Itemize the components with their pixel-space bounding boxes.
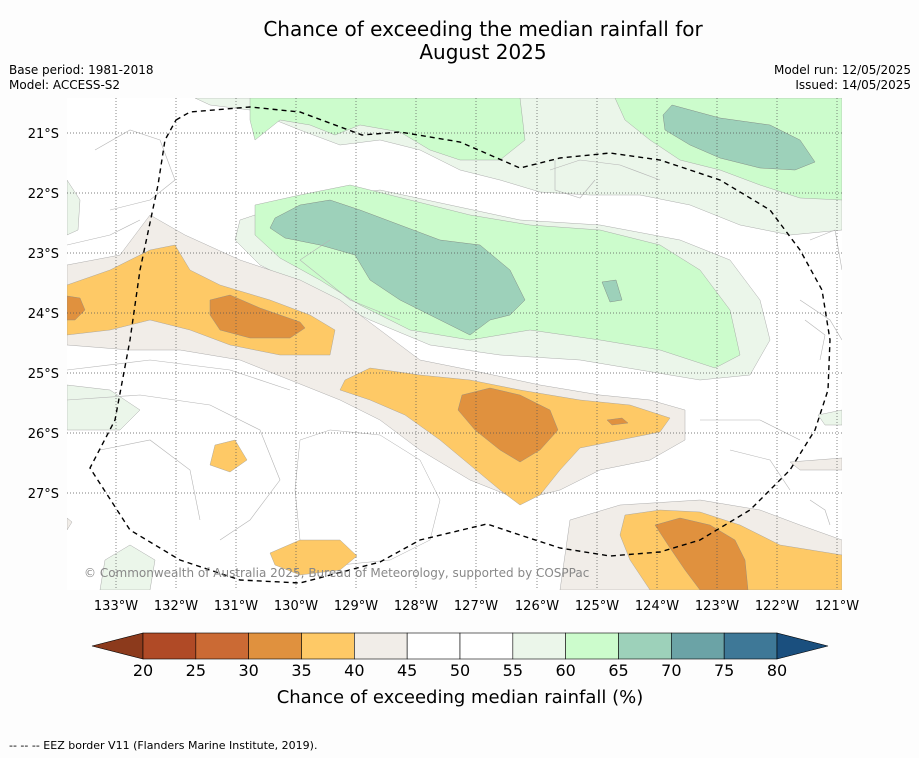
rain-region-55-west-top: [67, 179, 81, 236]
colorbar-label: Chance of exceeding median rainfall (%): [277, 687, 644, 708]
map-area: © Commonwealth of Australia 2025, Bureau…: [67, 98, 842, 590]
meta-left: Base period: 1981-2018 Model: ACCESS-S2: [9, 63, 154, 93]
colorbar-segment: [142, 632, 197, 660]
rain-region-30-west-edge: [67, 295, 86, 321]
lon-label: 128°W: [394, 599, 438, 614]
rain-region-55-southwest: [99, 544, 156, 590]
rain-region-30-west: [209, 294, 306, 339]
rain-region-55-east: [817, 409, 842, 426]
latitude-gridlines: [67, 132, 842, 494]
colorbar-over-arrow: [776, 632, 829, 660]
lat-label: 27°S: [28, 487, 59, 502]
colorbar-under-arrow: [91, 632, 144, 660]
lon-label: 121°W: [815, 599, 859, 614]
rain-region-45-island: [294, 429, 441, 566]
colorbar-segment: [354, 632, 408, 660]
colorbar-tick-label: 60: [555, 661, 575, 680]
colorbar-tick-label: 65: [608, 661, 628, 680]
colorbar-tick-label: 80: [767, 661, 787, 680]
rain-region-60-north: [249, 98, 526, 161]
colorbar-segment: [195, 632, 249, 660]
colorbar-tick-label: 25: [186, 661, 206, 680]
lat-label: 21°S: [28, 127, 59, 142]
lon-label: 124°W: [635, 599, 679, 614]
issued-date: Issued: 14/05/2025: [795, 78, 911, 92]
rain-region-30-center: [457, 387, 559, 463]
colorbar-segment: [512, 632, 566, 660]
colorbar-segment: [459, 632, 514, 660]
rain-region-35-small-west: [209, 439, 248, 473]
lon-label: 129°W: [334, 599, 378, 614]
colorbar-tick-label: 70: [661, 661, 681, 680]
longitude-gridlines: [115, 98, 838, 590]
lon-label: 126°W: [515, 599, 559, 614]
lat-label: 26°S: [28, 427, 59, 442]
longitude-labels: 133°W 132°W 131°W 130°W 129°W 128°W 127°…: [94, 599, 859, 614]
colorbar-tick-label: 30: [238, 661, 258, 680]
rain-region-65-small: [601, 279, 623, 303]
lat-label: 23°S: [28, 247, 59, 262]
colorbar-segment: [671, 632, 725, 660]
colorbar-ticks: 20 25 30 35 40 45 50 55 60 65 70 75 80: [133, 661, 787, 680]
rain-region-30-small: [606, 417, 629, 426]
rain-region-65-northeast: [662, 104, 816, 171]
colorbar-tick-label: 20: [133, 661, 153, 680]
lat-label: 22°S: [28, 187, 59, 202]
colorbar-tick-label: 75: [714, 661, 734, 680]
lon-label: 130°W: [274, 599, 318, 614]
colorbar-segment: [406, 632, 461, 660]
lat-label: 24°S: [28, 307, 59, 322]
colorbar-segment: [248, 632, 302, 660]
lat-label: 25°S: [28, 367, 59, 382]
model-name: Model: ACCESS-S2: [9, 78, 121, 92]
colorbar-tick-label: 45: [397, 661, 417, 680]
rain-region-30-south: [654, 517, 749, 590]
base-period: Base period: 1981-2018: [9, 63, 154, 77]
colorbar-tick-label: 50: [450, 661, 470, 680]
contour-lines: [67, 129, 842, 541]
latitude-labels: 21°S 22°S 23°S 24°S 25°S 26°S 27°S: [28, 127, 59, 502]
title-line-1: Chance of exceeding the median rainfall …: [263, 17, 703, 41]
meta-right: Model run: 12/05/2025 Issued: 14/05/2025: [774, 63, 911, 93]
lon-label: 127°W: [454, 599, 498, 614]
rain-region-55-west: [67, 384, 141, 431]
lon-label: 131°W: [214, 599, 258, 614]
copyright-notice: © Commonwealth of Australia 2025, Bureau…: [84, 566, 589, 580]
lon-label: 122°W: [755, 599, 799, 614]
eez-border: [89, 106, 831, 584]
colorbar-segment: [565, 632, 619, 660]
title-line-2: August 2025: [419, 40, 547, 64]
lon-label: 133°W: [94, 599, 138, 614]
lon-label: 125°W: [575, 599, 619, 614]
rain-region-65-center: [269, 199, 526, 336]
colorbar-segments: [142, 632, 778, 660]
lon-label: 123°W: [695, 599, 739, 614]
rain-region-40-southeast: [789, 457, 842, 471]
colorbar-segment: [723, 632, 778, 660]
colorbar: 20 25 30 35 40 45 50 55 60 65 70 75 80 Chance of exc…: [91, 632, 829, 708]
model-run: Model run: 12/05/2025: [773, 63, 911, 77]
colorbar-tick-label: 55: [503, 661, 523, 680]
lon-label: 132°W: [154, 599, 198, 614]
map-title: Chance of exceeding the median rainfall …: [0, 18, 919, 64]
rain-region-40-southwest: [67, 517, 73, 531]
colorbar-segment: [301, 632, 355, 660]
colorbar-tick-label: 35: [291, 661, 311, 680]
colorbar-segment: [618, 632, 672, 660]
eez-legend-footnote: -- -- -- EEZ border V11 (Flanders Marine…: [9, 739, 318, 752]
rain-region-35-small-south: [269, 539, 358, 576]
colorbar-tick-label: 40: [344, 661, 364, 680]
